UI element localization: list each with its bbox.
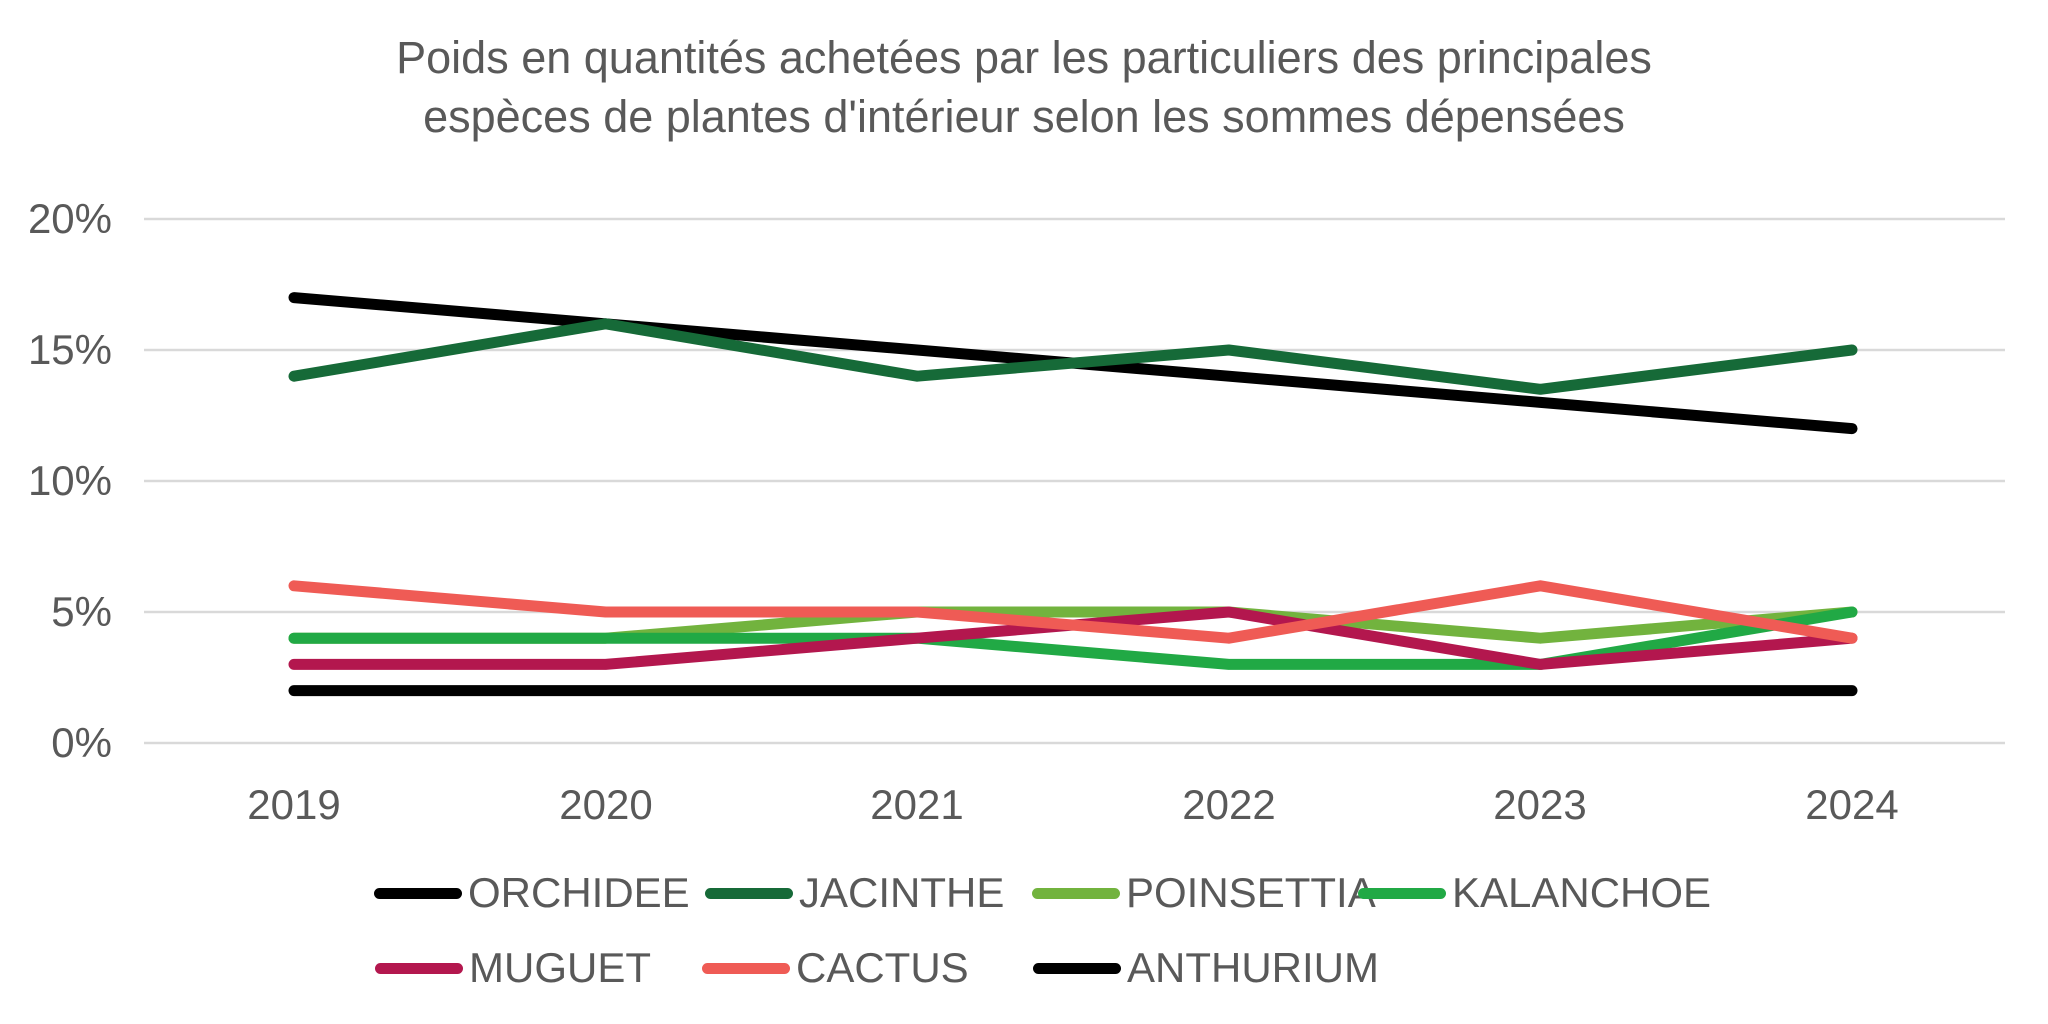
legend-swatch-cactus (702, 962, 790, 974)
legend-label: JACINTHE (799, 869, 1005, 916)
legend-item-jacinthe: JACINTHE (705, 869, 1005, 916)
x-axis-tick-label: 2024 (1805, 781, 1899, 828)
legend-label: KALANCHOE (1452, 869, 1712, 916)
y-axis-tick-label: 10% (27, 457, 112, 504)
chart-title-line-2: espèces de plantes d'intérieur selon les… (423, 91, 1625, 142)
x-axis-tick-label: 2021 (870, 781, 964, 828)
legend-label: ANTHURIUM (1127, 944, 1379, 991)
legend-item-poinsettia: POINSETTIA (1032, 869, 1376, 916)
legend-label: POINSETTIA (1126, 869, 1376, 916)
legend-item-orchidee: ORCHIDEE (374, 869, 690, 916)
y-axis-tick-label: 0% (51, 719, 112, 766)
legend-item-cactus: CACTUS (702, 944, 969, 991)
series-line-cactus (288, 580, 1858, 644)
x-axis-tick-label: 2023 (1493, 781, 1587, 828)
x-axis-tick-label: 2020 (559, 781, 653, 828)
y-axis-tick-label: 20% (27, 195, 112, 242)
series-line-jacinthe (288, 318, 1858, 395)
x-axis-tick-label: 2019 (247, 781, 341, 828)
y-axis-tick-label: 15% (27, 326, 112, 373)
legend-swatch-muguet (375, 962, 463, 974)
legend-swatch-kalanchoe (1358, 887, 1446, 899)
legend-swatch-jacinthe (705, 887, 793, 899)
legend-item-kalanchoe: KALANCHOE (1358, 869, 1712, 916)
legend-label: ORCHIDEE (468, 869, 690, 916)
legend-swatch-anthurium (1033, 962, 1121, 974)
legend-item-anthurium: ANTHURIUM (1033, 944, 1379, 991)
legend-label: MUGUET (469, 944, 651, 991)
legend-swatch-orchidee (374, 887, 462, 899)
chart-title: Poids en quantités achetées par les part… (0, 28, 2048, 146)
chart-title-line-1: Poids en quantités achetées par les part… (396, 32, 1652, 83)
legend-item-muguet: MUGUET (375, 944, 651, 991)
legend-label: CACTUS (796, 944, 969, 991)
y-axis-tick-label: 5% (51, 588, 112, 635)
x-axis-tick-label: 2022 (1182, 781, 1276, 828)
legend-swatch-poinsettia (1032, 887, 1120, 899)
